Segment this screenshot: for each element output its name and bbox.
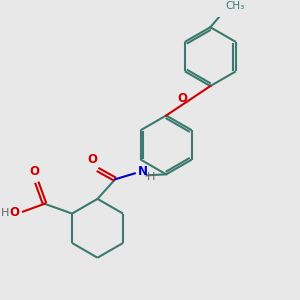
Text: O: O [30,165,40,178]
Text: N: N [138,165,148,178]
Text: CH₃: CH₃ [225,1,244,10]
Text: H: H [0,208,9,218]
Text: O: O [9,206,19,219]
Text: O: O [177,92,188,105]
Text: O: O [88,154,98,166]
Text: H: H [147,172,155,182]
